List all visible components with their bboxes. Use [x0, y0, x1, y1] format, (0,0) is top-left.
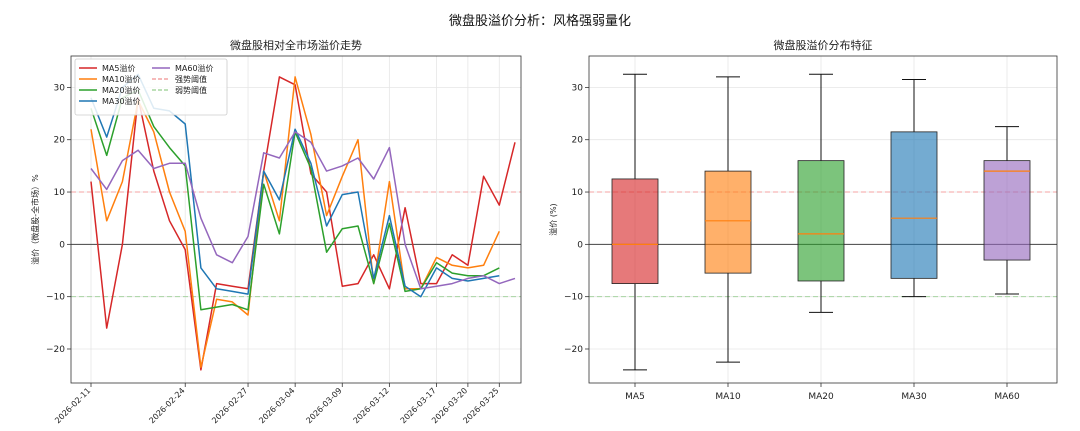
left-axes-frame	[70, 55, 522, 384]
left-xtick-label: 2026-02-27	[210, 386, 249, 425]
legend-label: MA5溢价	[102, 63, 135, 73]
box-ma30	[890, 131, 938, 279]
right-ytick-label: 0	[577, 240, 583, 250]
right-ytick-label: −10	[564, 293, 583, 303]
right-y-axis-label: 溢价 (%)	[548, 203, 558, 235]
right-ytick-label: 20	[572, 136, 584, 146]
series-line-ma60	[90, 131, 516, 290]
legend-box	[74, 58, 228, 116]
right-axes-frame	[588, 55, 1058, 384]
box-ma60	[983, 160, 1031, 261]
legend-label: MA10溢价	[102, 74, 141, 84]
left-ytick-label: 0	[59, 240, 65, 250]
series-line-ma5	[90, 76, 516, 371]
right-ytick-label: −20	[564, 345, 583, 355]
left-ytick-label: 20	[54, 136, 66, 146]
left-chart-title: 微盘股相对全市场溢价走势	[230, 38, 362, 52]
right-xtick-label: MA60	[994, 392, 1020, 402]
left-xtick-label: 2026-03-09	[304, 386, 343, 425]
legend-label: MA20溢价	[102, 85, 141, 95]
right-xtick-label: MA10	[715, 392, 741, 402]
left-y-axis-label: 溢价（微盘股-全市场）%	[30, 174, 40, 265]
left-xtick-label: 2026-02-11	[53, 386, 92, 425]
right-ytick-label: 30	[572, 83, 584, 93]
legend-label: 强势阈值	[175, 74, 207, 84]
left-xtick-label: 2026-03-12	[352, 386, 391, 425]
right-xtick-label: MA20	[808, 392, 834, 402]
legend-label: 弱势阈值	[175, 85, 207, 95]
left-ytick-label: −20	[46, 345, 65, 355]
left-ytick-label: −10	[46, 293, 65, 303]
right-xtick-label: MA30	[901, 392, 927, 402]
left-xtick-label: 2026-02-24	[147, 386, 186, 425]
left-ytick-label: 30	[54, 83, 66, 93]
box-ma5	[611, 178, 659, 284]
figure-title: 微盘股溢价分析：风格强弱量化	[448, 14, 631, 29]
legend-label: MA30溢价	[102, 96, 141, 106]
right-xtick-label: MA5	[625, 392, 645, 402]
right-chart-title: 微盘股溢价分布特征	[774, 38, 873, 52]
left-xtick-label: 2026-03-04	[257, 386, 296, 425]
left-ytick-label: 10	[54, 188, 66, 198]
series-line-ma10	[90, 76, 500, 369]
box-ma10	[704, 170, 752, 274]
box-ma20	[797, 160, 845, 282]
right-ytick-label: 10	[572, 188, 584, 198]
legend-label: MA60溢价	[175, 63, 214, 73]
